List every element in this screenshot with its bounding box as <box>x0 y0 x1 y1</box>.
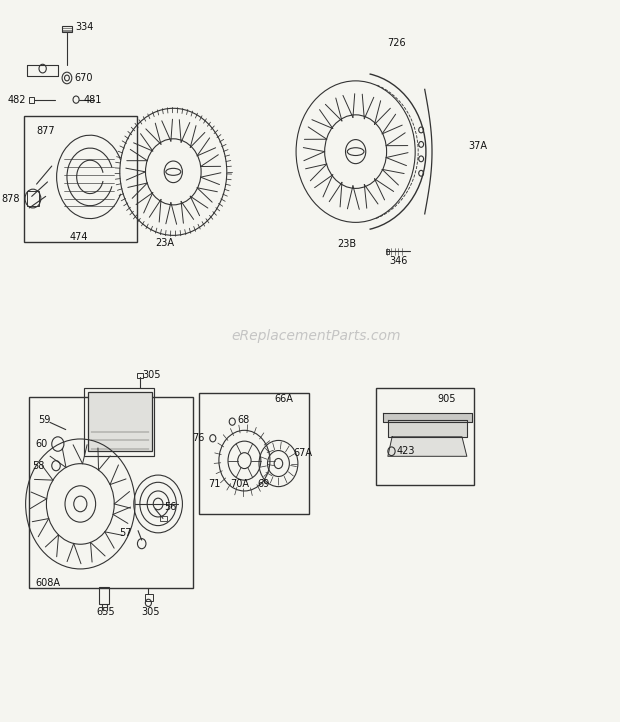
Bar <box>386 249 389 254</box>
Bar <box>376 388 474 485</box>
Text: 58: 58 <box>32 461 44 471</box>
Bar <box>84 388 154 456</box>
Bar <box>160 516 167 521</box>
Bar <box>24 116 137 242</box>
Polygon shape <box>383 413 472 422</box>
Text: 474: 474 <box>70 232 89 242</box>
Bar <box>88 392 152 451</box>
Text: 37A: 37A <box>468 141 487 151</box>
Text: 670: 670 <box>74 73 93 83</box>
Bar <box>144 594 153 601</box>
Polygon shape <box>388 437 467 456</box>
Text: 59: 59 <box>38 415 50 425</box>
Bar <box>99 587 109 604</box>
Text: 905: 905 <box>437 393 456 404</box>
Text: 305: 305 <box>141 607 160 617</box>
Text: 70A: 70A <box>230 479 249 489</box>
Text: 482: 482 <box>7 95 25 105</box>
Bar <box>200 393 309 514</box>
Text: 60: 60 <box>35 439 48 449</box>
Text: 57: 57 <box>119 528 131 538</box>
Text: eReplacementParts.com: eReplacementParts.com <box>231 329 401 343</box>
Text: 66A: 66A <box>274 393 293 404</box>
Text: 608A: 608A <box>35 578 60 588</box>
Text: 481: 481 <box>84 95 102 105</box>
Text: 68: 68 <box>237 415 249 425</box>
Text: 67A: 67A <box>293 448 312 458</box>
Text: 305: 305 <box>143 370 161 380</box>
Text: 655: 655 <box>96 607 115 617</box>
Text: 23B: 23B <box>337 239 356 249</box>
Polygon shape <box>388 420 467 437</box>
Text: 726: 726 <box>388 38 406 48</box>
Bar <box>29 397 193 588</box>
Text: 56: 56 <box>164 502 177 512</box>
Bar <box>62 26 72 32</box>
Bar <box>29 97 34 103</box>
Text: 69: 69 <box>257 479 270 489</box>
Text: 71: 71 <box>208 479 220 489</box>
Text: 346: 346 <box>389 256 407 266</box>
Text: 334: 334 <box>75 22 93 32</box>
Text: 878: 878 <box>2 193 20 204</box>
Text: 76: 76 <box>192 433 205 443</box>
Text: 23A: 23A <box>155 238 174 248</box>
Text: 877: 877 <box>37 126 55 136</box>
Text: 423: 423 <box>397 446 415 456</box>
Bar <box>137 373 143 378</box>
Bar <box>27 191 39 206</box>
